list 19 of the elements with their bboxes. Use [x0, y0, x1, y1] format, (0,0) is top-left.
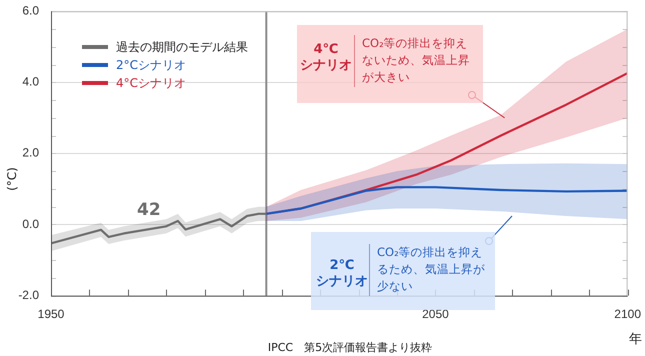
- y-tick-label: 4.0: [22, 74, 40, 89]
- y-axis-title: (°C): [5, 166, 19, 193]
- legend-label: 4°Cシナリオ: [116, 74, 186, 92]
- annotation: CO₂等の排出を抑えないため、気温上昇が大きい: [362, 35, 471, 86]
- text: IPCC 第5次評価報告書より抜粋: [266, 340, 434, 355]
- x-axis-title: 年: [629, 331, 642, 348]
- y-tick-label: -2.0: [18, 288, 40, 302]
- x-tick-label: 1950: [38, 307, 65, 322]
- x-tick-label: 2050: [422, 307, 450, 322]
- y-tick-label: 2.0: [22, 146, 40, 160]
- y-tick-label: 6.0: [22, 4, 40, 18]
- annotation: CO₂等の排出を抑えるため、気温上昇が少ない: [377, 244, 486, 295]
- annotation: 4℃ シナリオ: [300, 42, 352, 74]
- legend-label: 過去の期間のモデル結果: [116, 38, 248, 56]
- x-tick-label: 2100: [614, 307, 642, 322]
- legend-label: 2°Cシナリオ: [116, 56, 186, 74]
- annotation: 42: [137, 200, 162, 220]
- annotation: 2℃ シナリオ: [316, 258, 368, 290]
- y-tick-label: 0.0: [22, 216, 40, 231]
